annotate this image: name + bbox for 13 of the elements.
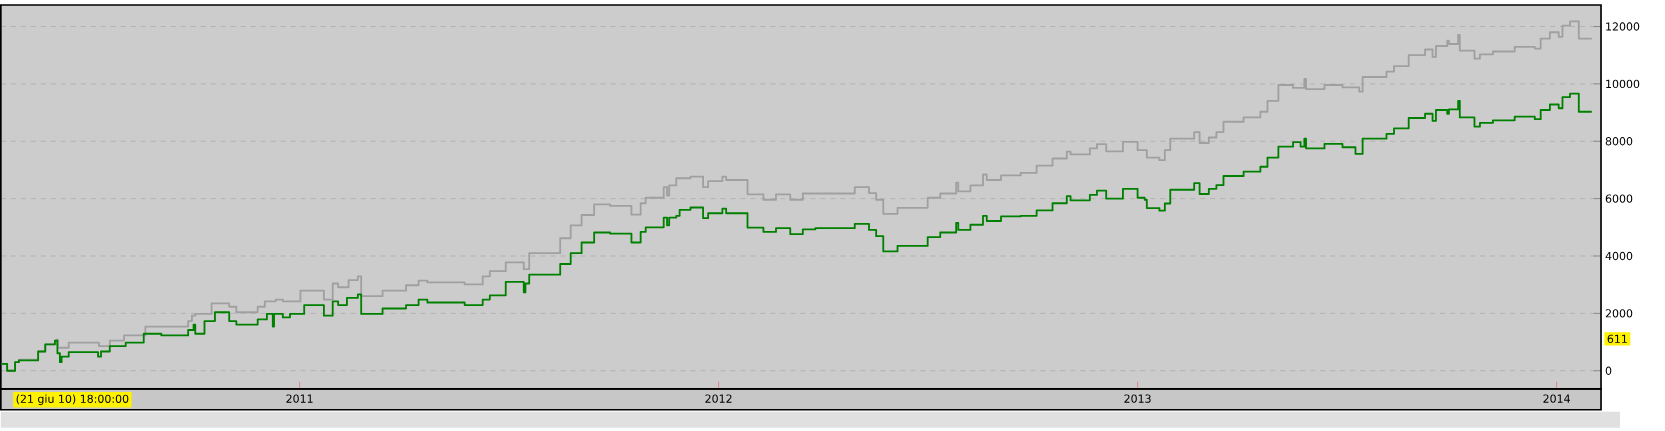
- y-tick-label: 8000: [1605, 137, 1633, 146]
- y-tick-label: 6000: [1605, 194, 1633, 203]
- x-tick-label: 2011: [286, 394, 313, 403]
- y-tick-label: 10000: [1606, 79, 1640, 89]
- x-tick-label: 2013: [1124, 394, 1151, 403]
- y-tick-label: 2000: [1605, 309, 1633, 318]
- text: 611: [1607, 334, 1627, 344]
- y-tick-label: 12000: [1606, 22, 1640, 31]
- y-tick-label: 4000: [1605, 251, 1633, 261]
- y-tick-label: 0: [1605, 366, 1612, 375]
- x-tick-label: 2014: [1543, 394, 1570, 403]
- x-tick-label: 2012: [705, 394, 732, 403]
- text: (21 giu 10) 18:00:00: [16, 394, 129, 406]
